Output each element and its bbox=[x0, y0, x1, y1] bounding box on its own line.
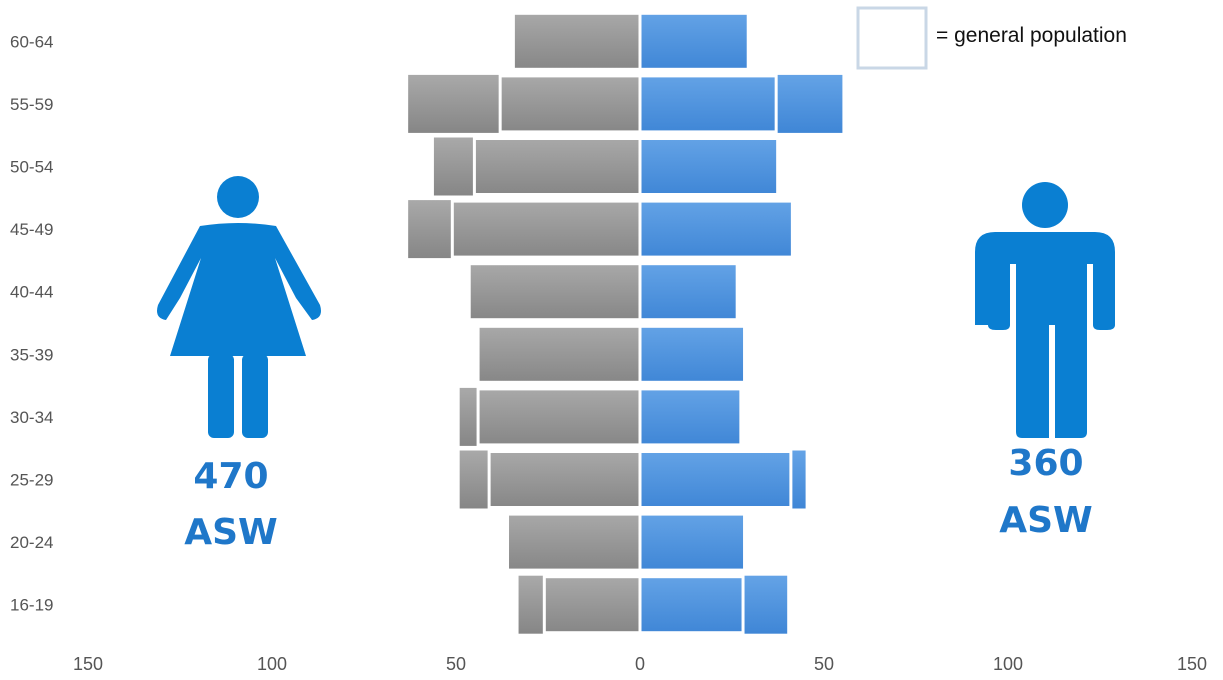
left-bar-50-54 bbox=[433, 137, 640, 196]
right-bar-16-19 bbox=[640, 575, 788, 634]
age-label-35-39: 35-39 bbox=[10, 345, 53, 364]
right-bars bbox=[640, 12, 843, 634]
age-label-50-54: 50-54 bbox=[10, 158, 53, 177]
age-label-20-24: 20-24 bbox=[10, 533, 53, 552]
age-label-30-34: 30-34 bbox=[10, 408, 53, 427]
x-tick-label: 150 bbox=[73, 654, 103, 674]
right-count-label: ASW bbox=[999, 500, 1093, 541]
x-tick-label: 100 bbox=[257, 654, 287, 674]
right-bar-50-54 bbox=[640, 137, 777, 196]
x-tick-label: 100 bbox=[993, 654, 1023, 674]
left-bar-35-39 bbox=[478, 325, 640, 384]
left-bar-55-59 bbox=[408, 74, 640, 133]
x-axis-ticks: 150 100 50 0 50 100 150 bbox=[73, 654, 1207, 674]
female-figure-icon bbox=[157, 176, 321, 438]
left-bar-16-19 bbox=[518, 575, 640, 634]
age-label-45-49: 45-49 bbox=[10, 220, 53, 239]
left-bar-40-44 bbox=[470, 262, 640, 321]
age-label-16-19: 16-19 bbox=[10, 596, 53, 615]
legend: = general population bbox=[856, 6, 1127, 70]
x-tick-label: 150 bbox=[1177, 654, 1207, 674]
left-bar-60-64 bbox=[514, 12, 640, 71]
left-bar-45-49 bbox=[408, 200, 640, 259]
right-count: 360 bbox=[1008, 443, 1083, 484]
right-bar-60-64 bbox=[640, 12, 747, 71]
left-bar-30-34 bbox=[459, 387, 640, 446]
x-tick-label: 0 bbox=[635, 654, 645, 674]
right-bar-40-44 bbox=[640, 262, 736, 321]
right-bar-45-49 bbox=[640, 200, 791, 259]
x-tick-label: 50 bbox=[814, 654, 834, 674]
legend-swatch bbox=[856, 6, 928, 70]
left-count-label: ASW bbox=[184, 512, 278, 553]
left-bar-20-24 bbox=[507, 513, 640, 572]
right-bar-20-24 bbox=[640, 513, 744, 572]
age-group-labels: 60-64 55-59 50-54 45-49 40-44 35-39 30-34 25-29… bbox=[10, 32, 53, 614]
x-tick-label: 50 bbox=[446, 654, 466, 674]
right-bar-25-29 bbox=[640, 450, 806, 509]
age-label-60-64: 60-64 bbox=[10, 32, 53, 51]
legend-label: = general population bbox=[936, 24, 1127, 47]
left-bar-25-29 bbox=[459, 450, 640, 509]
age-label-40-44: 40-44 bbox=[10, 283, 53, 302]
age-label-55-59: 55-59 bbox=[10, 95, 53, 114]
right-bar-35-39 bbox=[640, 325, 744, 384]
left-count: 470 bbox=[193, 456, 268, 497]
right-bar-55-59 bbox=[640, 74, 843, 133]
age-label-25-29: 25-29 bbox=[10, 471, 53, 490]
male-figure-icon bbox=[975, 182, 1115, 438]
left-bars bbox=[408, 12, 640, 634]
right-bar-30-34 bbox=[640, 387, 740, 446]
